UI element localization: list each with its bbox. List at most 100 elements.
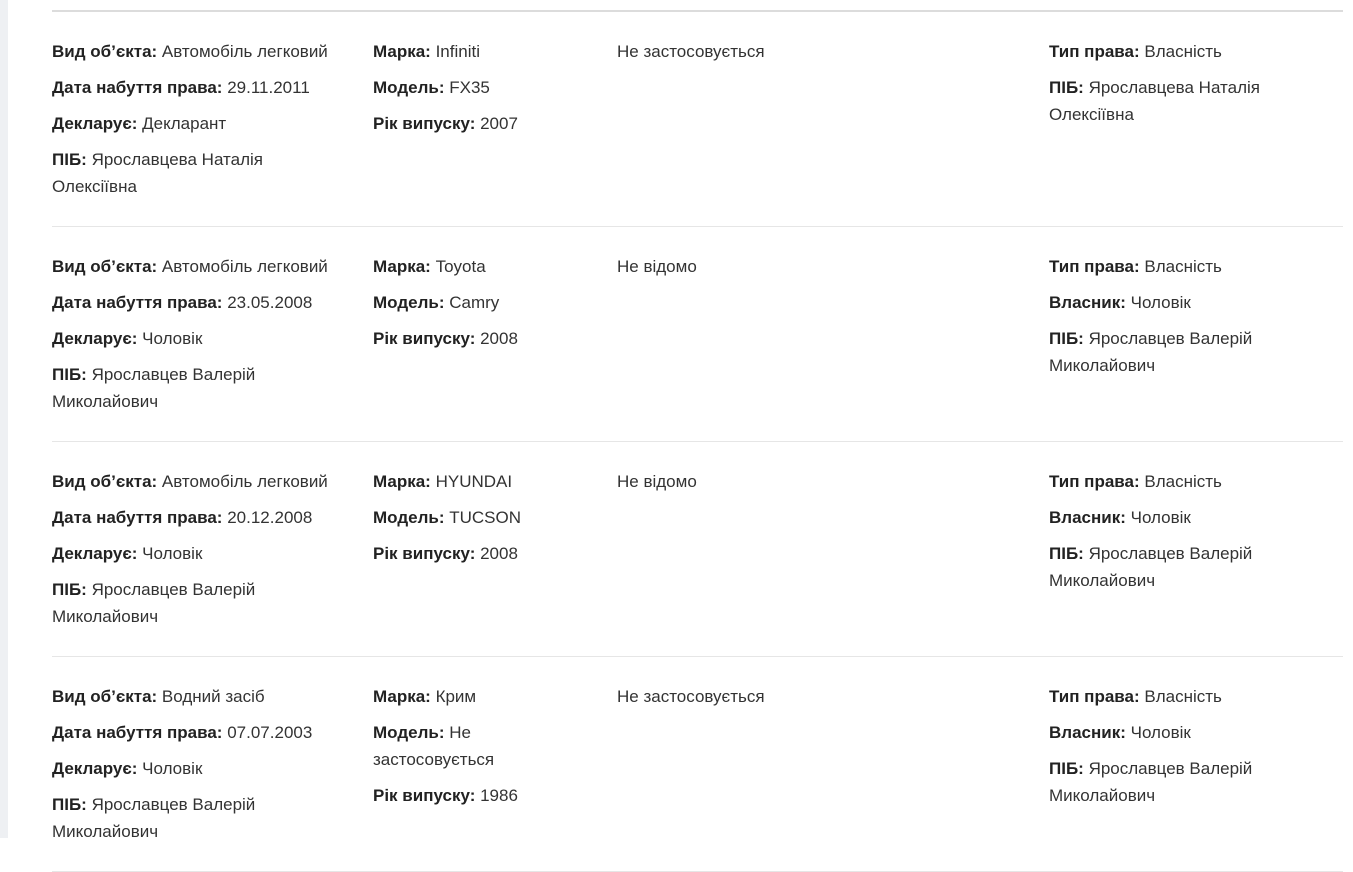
field: Дата набуття права: 20.12.2008 — [52, 504, 352, 531]
field-value: Автомобіль легковий — [161, 472, 328, 491]
field: Рік випуску: 2008 — [373, 540, 573, 567]
field: Власник: Чоловік — [1049, 504, 1299, 531]
field-label: Декларує: — [52, 114, 138, 133]
field: Вид об’єкта: Автомобіль легковий — [52, 253, 352, 280]
field-value: Ярославцев Валерій Миколайович — [52, 580, 256, 626]
asset-row: Вид об’єкта: Автомобіль легковий Дата наб… — [52, 12, 1343, 227]
field: Модель: Camry — [373, 289, 573, 316]
field: ПІБ: Ярославцев Валерій Миколайович — [52, 361, 352, 415]
field-label: Модель: — [373, 293, 445, 312]
rights-info: Тип права: Власність Власник: Чоловік ПІБ:… — [1049, 683, 1299, 818]
field: Тип права: Власність — [1049, 468, 1299, 495]
object-info: Вид об’єкта: Водний засіб Дата набуття пр… — [52, 683, 352, 854]
status-text: Не відомо — [617, 257, 697, 276]
field-label: Дата набуття права: — [52, 293, 223, 312]
field-value: 23.05.2008 — [227, 293, 313, 312]
field-label: Рік випуску: — [373, 114, 476, 133]
status-text: Не відомо — [617, 472, 697, 491]
field-label: ПІБ: — [1049, 78, 1084, 97]
field-label: ПІБ: — [52, 795, 87, 814]
field-label: Модель: — [373, 723, 445, 742]
field-value: Власність — [1144, 687, 1222, 706]
field: Власник: Чоловік — [1049, 719, 1299, 746]
field-value: 2008 — [480, 544, 518, 563]
field-value: 29.11.2011 — [227, 78, 310, 97]
field-value: Автомобіль легковий — [161, 257, 328, 276]
field: ПІБ: Ярославцев Валерій Миколайович — [1049, 540, 1299, 594]
field-value: Власність — [1144, 257, 1222, 276]
field-value: Чоловік — [1130, 293, 1191, 312]
field-value: 20.12.2008 — [227, 508, 313, 527]
field-label: Дата набуття права: — [52, 508, 223, 527]
field-value: Чоловік — [1130, 508, 1191, 527]
field: ПІБ: Ярославцева Наталія Олексіївна — [52, 146, 352, 200]
field: Декларує: Чоловік — [52, 540, 352, 567]
field-value: Ярославцев Валерій Миколайович — [1049, 329, 1253, 375]
status: Не застосовується — [617, 38, 1017, 74]
field-label: Декларує: — [52, 329, 138, 348]
field-label: Декларує: — [52, 759, 138, 778]
field-label: Тип права: — [1049, 42, 1140, 61]
status-text: Не застосовується — [617, 42, 765, 61]
field-value: 1986 — [480, 786, 518, 805]
field-label: Вид об’єкта: — [52, 472, 158, 491]
field: ПІБ: Ярославцев Валерій Миколайович — [52, 576, 352, 630]
field: Марка: Toyota — [373, 253, 573, 280]
field-label: Власник: — [1049, 723, 1126, 742]
field-value: Крим — [435, 687, 477, 706]
object-info: Вид об’єкта: Автомобіль легковий Дата наб… — [52, 38, 352, 209]
field: Марка: Infiniti — [373, 38, 573, 65]
side-strip — [0, 0, 8, 838]
field-label: Власник: — [1049, 293, 1126, 312]
field-label: Власник: — [1049, 508, 1126, 527]
field-label: Рік випуску: — [373, 329, 476, 348]
asset-row: Вид об’єкта: Водний засіб Дата набуття пр… — [52, 657, 1343, 872]
field: Рік випуску: 1986 — [373, 782, 573, 809]
field-value: Чоловік — [1130, 723, 1191, 742]
field-value: FX35 — [449, 78, 490, 97]
status: Не відомо — [617, 253, 1017, 289]
field-label: Вид об’єкта: — [52, 257, 158, 276]
field-label: ПІБ: — [52, 150, 87, 169]
vehicle-info: Марка: Infiniti Модель: FX35 Рік випуску: … — [373, 38, 573, 146]
field-value: Власність — [1144, 42, 1222, 61]
field-label: ПІБ: — [52, 365, 87, 384]
field-value: Чоловік — [142, 329, 203, 348]
field: Рік випуску: 2007 — [373, 110, 573, 137]
field-value: Чоловік — [142, 544, 203, 563]
field-label: Марка: — [373, 257, 431, 276]
field: Вид об’єкта: Автомобіль легковий — [52, 468, 352, 495]
field-label: Рік випуску: — [373, 786, 476, 805]
field: ПІБ: Ярославцев Валерій Миколайович — [1049, 325, 1299, 379]
field: ПІБ: Ярославцева Наталія Олексіївна — [1049, 74, 1299, 128]
field: Модель: TUCSON — [373, 504, 573, 531]
field-value: Ярославцева Наталія Олексіївна — [1049, 78, 1260, 124]
field: Вид об’єкта: Автомобіль легковий — [52, 38, 352, 65]
field-value: Ярославцев Валерій Миколайович — [1049, 759, 1253, 805]
field: ПІБ: Ярославцев Валерій Миколайович — [52, 791, 352, 845]
status: Не відомо — [617, 468, 1017, 504]
field-value: 2007 — [480, 114, 518, 133]
field: Модель: Не застосовується — [373, 719, 573, 773]
field-value: 07.07.2003 — [227, 723, 313, 742]
field-value: Ярославцев Валерій Миколайович — [52, 795, 256, 841]
field-label: Марка: — [373, 42, 431, 61]
field-value: Чоловік — [142, 759, 203, 778]
field-value: HYUNDAI — [435, 472, 513, 491]
field: Тип права: Власність — [1049, 683, 1299, 710]
field-label: Марка: — [373, 687, 431, 706]
field-label: Декларує: — [52, 544, 138, 563]
field-label: Тип права: — [1049, 472, 1140, 491]
field-value: Автомобіль легковий — [161, 42, 328, 61]
field: Дата набуття права: 07.07.2003 — [52, 719, 352, 746]
object-info: Вид об’єкта: Автомобіль легковий Дата наб… — [52, 468, 352, 639]
rights-info: Тип права: Власність ПІБ: Ярославцева Нат… — [1049, 38, 1299, 137]
field: Дата набуття права: 23.05.2008 — [52, 289, 352, 316]
field-value: Toyota — [435, 257, 486, 276]
field-label: Вид об’єкта: — [52, 42, 158, 61]
field-label: Вид об’єкта: — [52, 687, 158, 706]
field-label: ПІБ: — [52, 580, 87, 599]
field: Тип права: Власність — [1049, 253, 1299, 280]
field: ПІБ: Ярославцев Валерій Миколайович — [1049, 755, 1299, 809]
